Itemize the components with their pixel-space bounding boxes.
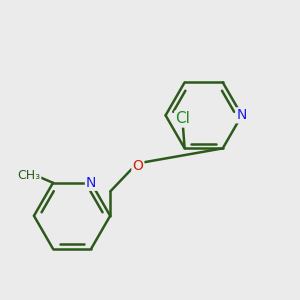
Text: Cl: Cl: [176, 111, 190, 126]
Text: O: O: [132, 159, 143, 172]
Text: N: N: [237, 108, 247, 122]
Text: CH₃: CH₃: [17, 169, 40, 182]
Text: N: N: [86, 176, 96, 190]
